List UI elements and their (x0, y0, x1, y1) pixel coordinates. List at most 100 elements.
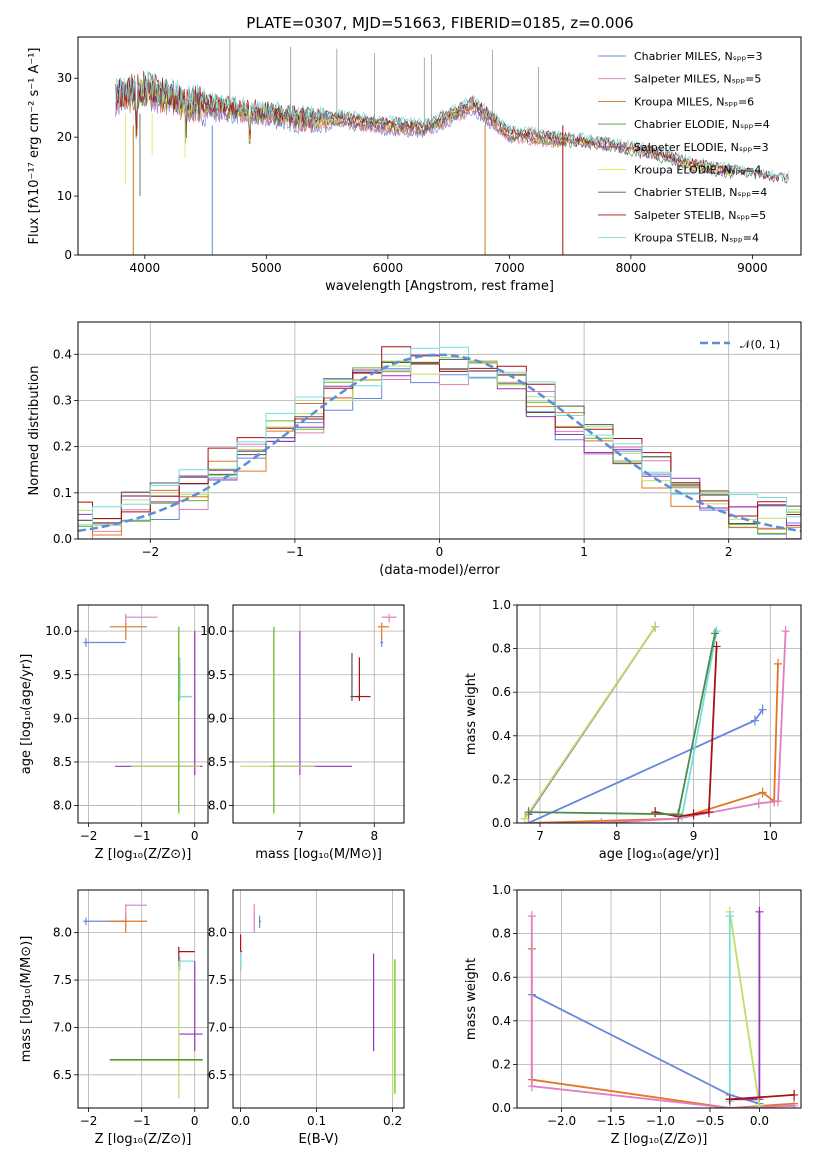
data-marker (781, 626, 790, 637)
x-tick-label: −1 (133, 1114, 151, 1128)
y-tick-label: 0.1 (53, 486, 72, 500)
data-marker (755, 1100, 764, 1108)
data-marker (527, 1081, 536, 1092)
plot-area (527, 906, 799, 1108)
y-tick-label: 9.5 (208, 668, 227, 682)
data-marker (754, 798, 763, 809)
legend-entry: Salpeter MILES, Nₛₚₚ=5 (634, 73, 761, 86)
x-tick-label: 2 (725, 545, 733, 559)
x-tick-label: 8000 (616, 261, 647, 275)
y-axis-label: Flux [fλ10⁻¹⁷ erg cm⁻² s⁻¹ A⁻¹] (27, 48, 42, 245)
x-tick-label: 0.2 (383, 1114, 402, 1128)
data-marker (755, 906, 764, 917)
y-tick-label: 10 (57, 189, 72, 203)
x-tick-label: 7 (536, 829, 544, 843)
x-tick-label: −2.0 (547, 1114, 576, 1128)
x-tick-label: 0.0 (750, 1114, 769, 1128)
y-tick-label: 0.4 (53, 347, 72, 361)
plot-area (83, 613, 203, 815)
series-line (728, 911, 761, 1106)
legend-entry: 𝒩(0, 1) (740, 338, 780, 351)
y-axis-label: age [log₁₀(age/yr)] (19, 654, 34, 775)
x-tick-label: 8 (613, 829, 621, 843)
data-marker (711, 628, 720, 639)
axes-frame (77, 36, 802, 256)
y-tick-label: 0.2 (492, 772, 511, 786)
axes-frame (77, 321, 802, 540)
axes-frame (516, 889, 802, 1109)
age-vs-mass-panel: 7 8 8.0 8.5 9.0 9.5 10.0 mass [log₁₀(M/M⊙)] (200, 604, 405, 862)
y-axis-label: mass [log₁₀(M/M⊙)] (19, 936, 34, 1063)
x-tick-label: 7 (296, 829, 304, 843)
legend-entry: Kroupa STELIB, Nₛₚₚ=4 (634, 232, 759, 245)
x-tick-label: 6000 (373, 261, 404, 275)
y-tick-label: 0.0 (492, 1101, 511, 1115)
x-tick-label: −1 (133, 829, 151, 843)
legend-entry: Chabrier ELODIE, Nₛₚₚ=4 (634, 118, 770, 131)
y-tick-label: 1.0 (492, 598, 511, 612)
x-tick-label: 0.0 (231, 1114, 250, 1128)
y-tick-label: 9.5 (53, 668, 72, 682)
plot-area (240, 904, 396, 1099)
series-line (528, 631, 787, 823)
age-vs-metallicity-panel: −2 −1 0 8.0 8.5 9.0 9.5 10.0 Z [log₁₀(Z/Z⊙)] age … (19, 604, 209, 862)
x-axis-label: Z [log₁₀(Z/Z⊙)] (611, 1132, 708, 1147)
x-tick-label: 0.1 (307, 1114, 326, 1128)
histogram-step (78, 346, 801, 519)
normal-curve (78, 353, 801, 533)
series-line (530, 948, 795, 1108)
y-tick-label: 7.5 (208, 973, 227, 987)
y-tick-label: 0.8 (492, 642, 511, 656)
x-tick-label: 0 (191, 1114, 199, 1128)
x-tick-label: 0 (436, 545, 444, 559)
data-marker (651, 807, 660, 818)
mass-weight-vs-age-panel: 7 8 9 10 0.0 0.2 0.4 0.6 0.8 1.0 age [log₁₀(age/yr… (464, 598, 802, 862)
x-tick-label: 7000 (494, 261, 525, 275)
x-tick-label: −1 (286, 545, 304, 559)
data-marker (758, 704, 767, 715)
spectrum-line (115, 70, 789, 181)
legend-entry: Salpeter STELIB, Nₛₚₚ=5 (634, 209, 766, 222)
x-axis-label: Z [log₁₀(Z/Z⊙)] (95, 847, 192, 862)
series-line (530, 916, 795, 1108)
plot-area (83, 904, 203, 1099)
data-marker (704, 807, 713, 818)
x-tick-label: 10 (763, 829, 778, 843)
y-tick-label: 7.0 (208, 1020, 227, 1034)
data-marker (524, 818, 533, 823)
spectrum-line (115, 76, 735, 176)
y-tick-label: 7.5 (53, 973, 72, 987)
data-marker (790, 1089, 799, 1100)
legend-entry: Kroupa MILES, Nₛₚₚ=6 (634, 95, 754, 108)
x-tick-label: 4000 (130, 261, 161, 275)
data-marker (758, 787, 767, 798)
plot-area (520, 621, 790, 823)
y-axis-label: mass weight (464, 958, 479, 1040)
y-tick-label: 0.4 (492, 729, 511, 743)
spectrum-line (115, 74, 789, 184)
series-line (523, 626, 656, 820)
x-tick-label: −2 (80, 829, 98, 843)
y-tick-label: 0.2 (53, 440, 72, 454)
series-line (531, 993, 760, 1105)
spectrum-legend: Chabrier MILES, Nₛₚₚ=3 Salpeter MILES, Nₛ… (598, 50, 770, 245)
x-tick-label: 9000 (737, 261, 768, 275)
y-tick-label: 0.8 (492, 927, 511, 941)
axes-frame (77, 889, 209, 1109)
legend-entry: Kroupa ELODIE, Nₛₚₚ=4 (634, 164, 761, 177)
x-tick-label: −0.5 (695, 1114, 724, 1128)
legend-entry: Salpeter ELODIE, Nₛₚₚ=3 (634, 141, 769, 154)
mass-vs-ebv-panel: 0.0 0.1 0.2 6.5 7.0 7.5 8.0 E(B-V) (208, 889, 405, 1147)
x-axis-label: wavelength [Angstrom, rest frame] (325, 279, 554, 294)
data-marker (750, 715, 759, 726)
data-marker (725, 1094, 734, 1105)
data-marker (712, 641, 721, 652)
y-tick-label: 8.5 (53, 755, 72, 769)
y-axis-label: Normed distribution (27, 366, 42, 496)
mass-weight-vs-metallicity-panel: −2.0 −1.5 −1.0 −0.5 0.0 0.0 0.2 0.4 0.6 0.8 1.0 Z [… (464, 883, 802, 1147)
x-axis-label: Z [log₁₀(Z/Z⊙)] (95, 1132, 192, 1147)
y-tick-label: 0.6 (492, 970, 511, 984)
series-line (729, 1094, 795, 1101)
y-tick-label: 9.0 (53, 711, 72, 725)
